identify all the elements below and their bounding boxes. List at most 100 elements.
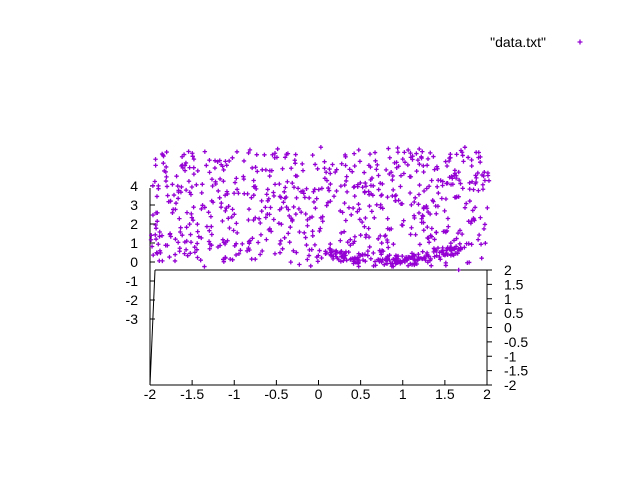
data-point <box>443 263 449 268</box>
data-point <box>423 258 428 263</box>
data-point <box>317 228 322 234</box>
data-point <box>473 173 478 178</box>
data-point <box>282 155 288 160</box>
data-point <box>253 215 258 220</box>
data-point <box>476 232 482 238</box>
data-point <box>191 156 197 162</box>
data-point <box>305 257 310 262</box>
data-point <box>293 211 299 217</box>
data-point <box>395 260 401 265</box>
data-point <box>226 216 231 221</box>
data-point <box>368 177 373 183</box>
data-point <box>279 222 284 227</box>
data-point <box>431 249 436 255</box>
data-point <box>191 205 196 210</box>
data-point <box>478 215 483 220</box>
data-point <box>459 150 465 155</box>
data-point <box>277 241 283 247</box>
data-point <box>207 170 212 175</box>
data-point <box>455 251 460 256</box>
data-point <box>209 242 214 248</box>
data-point <box>444 163 450 169</box>
data-point <box>326 185 331 191</box>
data-point <box>376 173 381 178</box>
data-point <box>476 188 481 193</box>
data-point <box>265 187 270 192</box>
data-point <box>212 158 218 163</box>
data-point <box>251 217 256 223</box>
data-point <box>405 254 411 260</box>
data-point <box>334 188 339 194</box>
data-point <box>425 260 431 265</box>
data-point <box>167 232 173 237</box>
data-point <box>170 210 175 216</box>
data-point <box>421 228 426 233</box>
data-point <box>297 229 302 235</box>
data-point <box>253 186 259 192</box>
data-point <box>328 241 333 247</box>
legend-marker-icon <box>577 39 583 45</box>
data-point <box>390 193 395 199</box>
data-point <box>158 250 163 256</box>
data-point <box>242 191 247 196</box>
data-point <box>420 256 425 262</box>
data-point <box>445 180 450 186</box>
data-point <box>338 208 343 214</box>
data-point <box>356 147 361 153</box>
data-point <box>195 229 200 234</box>
data-point <box>310 233 315 239</box>
data-point <box>352 163 357 169</box>
data-point <box>305 223 310 228</box>
data-point <box>407 174 412 179</box>
data-point <box>326 188 332 193</box>
data-point <box>434 184 440 189</box>
data-point <box>150 212 156 218</box>
data-point <box>334 248 339 254</box>
data-point <box>355 182 360 187</box>
data-point <box>314 196 319 201</box>
data-point <box>148 237 154 242</box>
data-point <box>376 257 381 263</box>
data-point <box>186 149 191 154</box>
data-point <box>311 199 317 205</box>
data-point <box>267 212 272 217</box>
data-point <box>282 196 288 201</box>
data-point <box>376 236 381 242</box>
legend-label: "data.txt" <box>490 34 546 50</box>
data-point <box>432 167 437 172</box>
data-point <box>324 178 330 183</box>
data-point <box>414 151 419 156</box>
data-point <box>386 245 391 250</box>
data-point <box>244 248 250 254</box>
data-point <box>331 194 337 199</box>
data-point <box>462 205 468 210</box>
data-point <box>293 173 298 178</box>
data-point <box>396 198 401 203</box>
data-point <box>349 212 354 218</box>
data-point <box>424 252 429 258</box>
data-point <box>251 192 257 198</box>
data-point <box>311 189 316 194</box>
data-point <box>480 182 486 187</box>
data-point <box>357 159 363 164</box>
data-point <box>263 205 268 210</box>
data-point <box>217 195 222 201</box>
data-point <box>191 171 197 177</box>
data-point <box>338 238 343 243</box>
data-point <box>371 183 376 189</box>
data-point <box>268 205 273 210</box>
data-point <box>479 255 484 261</box>
data-point <box>481 226 487 232</box>
data-point <box>240 241 245 247</box>
data-point <box>378 181 383 186</box>
data-point <box>415 157 421 163</box>
data-point <box>175 240 181 245</box>
data-point <box>298 209 304 215</box>
data-point <box>478 242 484 247</box>
z-tick-label: -3 <box>126 311 139 327</box>
data-point <box>485 170 491 176</box>
data-point <box>184 210 190 215</box>
data-point <box>328 181 333 187</box>
data-point <box>200 203 205 208</box>
x-tick-label: -0.5 <box>264 386 288 402</box>
